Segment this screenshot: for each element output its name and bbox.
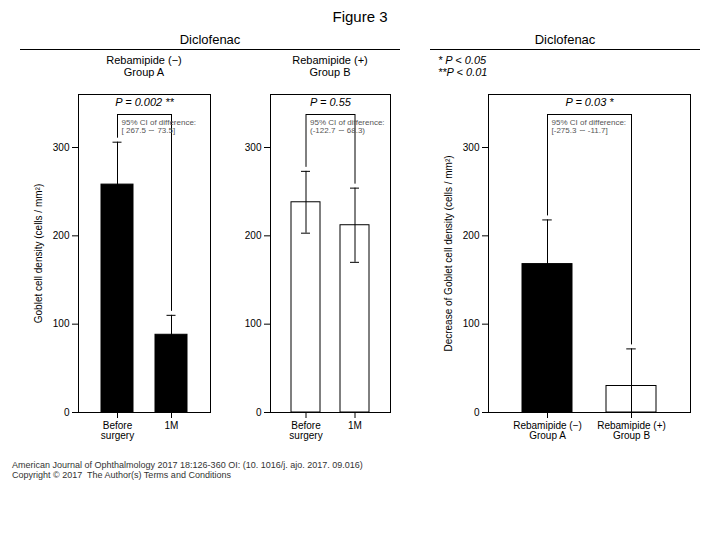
svg-text:200: 200 xyxy=(53,230,70,241)
svg-text:300: 300 xyxy=(53,142,70,153)
svg-text:200: 200 xyxy=(463,230,480,241)
svg-text:100: 100 xyxy=(463,318,480,329)
svg-text:0: 0 xyxy=(64,407,70,418)
svg-text:P = 0.002 **: P = 0.002 ** xyxy=(115,96,174,108)
html-text:* P < 0.05 **P < 0.01: * P < 0.05 **P < 0.01 xyxy=(438,54,488,78)
svg-text:1M: 1M xyxy=(165,420,179,431)
svg-text:0: 0 xyxy=(474,407,480,418)
html-text:Diclofenac: Diclofenac xyxy=(534,32,596,47)
svg-text:300: 300 xyxy=(245,142,262,153)
svg-text:0: 0 xyxy=(256,407,262,418)
svg-text:Rebamipide (−)Group A: Rebamipide (−)Group A xyxy=(513,420,582,441)
html-text:Rebamipide (+) Group B: Rebamipide (+) Group B xyxy=(292,54,368,78)
svg-text:Beforesurgery: Beforesurgery xyxy=(289,420,322,441)
svg-text:P = 0.55: P = 0.55 xyxy=(310,96,352,108)
html-text:American Journal of Ophthalmol: American Journal of Ophthalmology 2017 1… xyxy=(12,460,363,480)
html-text:Figure 3: Figure 3 xyxy=(332,8,388,25)
svg-text:95% CI of difference:[ 267.5 ∼: 95% CI of difference:[ 267.5 ∼ 73.5] xyxy=(122,118,197,135)
svg-text:95% CI of difference:(-122.7 ∼: 95% CI of difference:(-122.7 ∼ 68.3) xyxy=(310,118,385,135)
html-text:Diclofenac: Diclofenac xyxy=(179,32,241,47)
svg-text:Goblet cell density (cells / m: Goblet cell density (cells / mm²) xyxy=(33,184,44,323)
svg-text:1M: 1M xyxy=(348,420,362,431)
svg-text:Decrease of Goblet cell densit: Decrease of Goblet cell density (cells /… xyxy=(443,155,454,351)
svg-text:300: 300 xyxy=(463,142,480,153)
svg-text:P = 0.03 *: P = 0.03 * xyxy=(565,96,614,108)
svg-text:Rebamipide (+)Group B: Rebamipide (+)Group B xyxy=(597,420,666,441)
svg-text:Beforesurgery: Beforesurgery xyxy=(101,420,134,441)
svg-text:95% CI of difference:[-275.3 ∼: 95% CI of difference:[-275.3 ∼ -11.7] xyxy=(552,118,627,135)
svg-text:100: 100 xyxy=(245,318,262,329)
svg-text:200: 200 xyxy=(245,230,262,241)
html-text:Rebamipide (−) Group A: Rebamipide (−) Group A xyxy=(106,54,182,78)
svg-text:100: 100 xyxy=(53,318,70,329)
